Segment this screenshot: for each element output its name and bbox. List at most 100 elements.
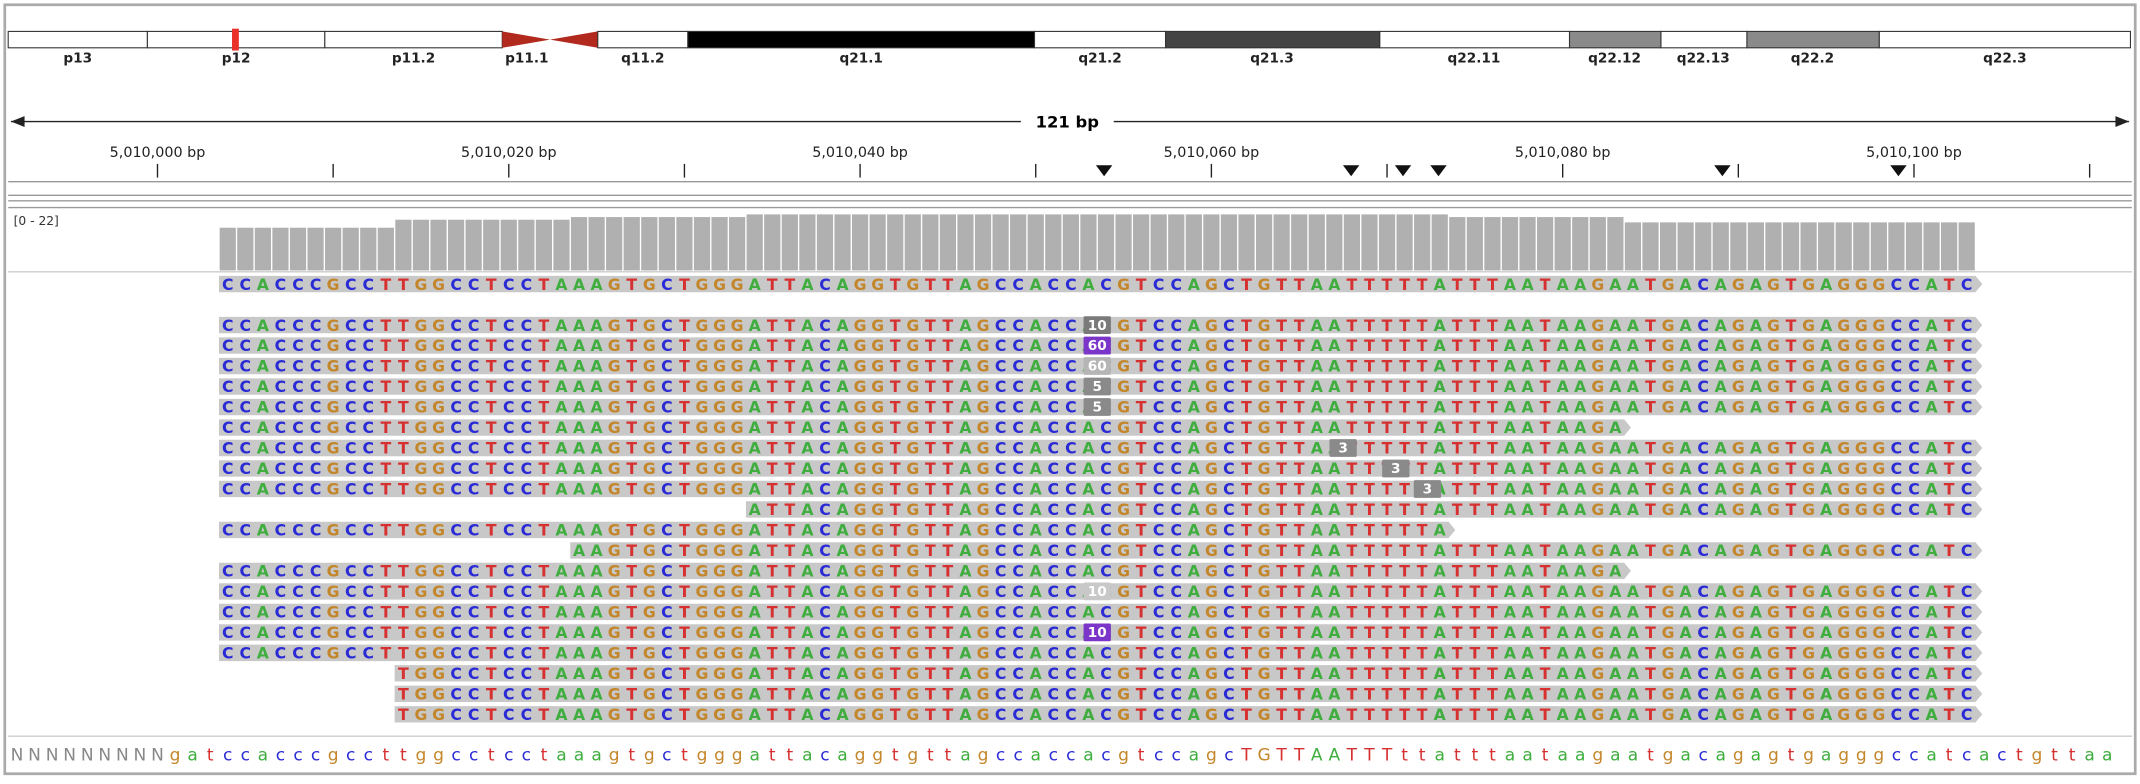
- insertion-box: [1083, 623, 1111, 642]
- coverage-bar: [729, 217, 746, 271]
- coverage-bar: [1414, 214, 1431, 271]
- coverage-bar: [1291, 214, 1308, 271]
- read: [570, 542, 1983, 559]
- read: [218, 562, 1631, 580]
- coverage-bar: [887, 214, 904, 271]
- coverage-bar: [1168, 214, 1185, 271]
- insertion-box: [1083, 316, 1111, 334]
- coverage-bar: [1870, 222, 1887, 271]
- coverage-bar: [1554, 217, 1571, 271]
- ruler-tick-label: 5,010,020 bp: [461, 145, 557, 161]
- insertion-label: 60: [1088, 359, 1107, 375]
- band-label: q22.13: [1677, 51, 1730, 67]
- coverage-bar: [1133, 214, 1150, 271]
- coverage-bar: [1835, 222, 1852, 271]
- coverage-bar: [1800, 222, 1817, 271]
- insertion-label: 60: [1088, 338, 1107, 354]
- coverage-bar: [764, 214, 781, 271]
- coverage-bar: [1466, 217, 1483, 271]
- ruler-tick-label: 5,010,100 bp: [1866, 145, 1962, 161]
- coverage-bar: [746, 214, 763, 271]
- coverage-bar: [447, 219, 465, 271]
- coverage-bar: [1097, 214, 1115, 271]
- read: [394, 665, 1983, 682]
- insertion-box: [1083, 357, 1111, 375]
- coverage-bar: [1730, 222, 1747, 271]
- read: [218, 460, 1983, 477]
- coverage-bar: [1589, 217, 1606, 271]
- band: [687, 30, 1036, 49]
- coverage-bar: [1765, 222, 1782, 271]
- coverage-bar: [711, 217, 728, 271]
- coverage-bar: [1607, 217, 1624, 271]
- coverage-bar: [588, 217, 605, 271]
- coverage-bar: [1905, 222, 1923, 271]
- coverage-bar: [834, 214, 851, 271]
- coverage-bar: [1220, 214, 1238, 271]
- coverage-bar: [1888, 222, 1905, 271]
- band-label: p11.2: [392, 51, 435, 67]
- band-label: q21.3: [1250, 51, 1293, 67]
- coverage-bar: [1624, 222, 1642, 271]
- coverage-bar: [325, 227, 342, 271]
- coverage-bar: [1150, 214, 1167, 271]
- coverage-bar: [1062, 214, 1079, 271]
- coverage-bar: [606, 217, 623, 271]
- coverage-bar: [641, 217, 658, 271]
- coverage-bar: [1659, 222, 1677, 271]
- span-label: 121 bp: [1036, 112, 1099, 131]
- band-label: q22.12: [1588, 51, 1641, 67]
- read: [218, 480, 1983, 498]
- insertion-box: [1083, 336, 1111, 355]
- band: [1660, 30, 1748, 49]
- coverage-bar: [377, 227, 394, 271]
- coverage-bar: [307, 227, 324, 271]
- coverage-bar: [992, 214, 1009, 271]
- band-label: q22.3: [1983, 51, 2026, 67]
- band: [1164, 30, 1381, 49]
- coverage-bar: [922, 214, 939, 271]
- band: [1878, 30, 2131, 49]
- coverage-bar: [1185, 214, 1202, 271]
- coverage-bar: [623, 217, 640, 271]
- insertion-box: [1083, 582, 1111, 601]
- coverage-bar: [1027, 214, 1044, 271]
- band-label: q22.2: [1791, 51, 1834, 67]
- coverage-bar: [1343, 214, 1361, 271]
- coverage-bar: [1203, 214, 1220, 271]
- current-region: [232, 28, 239, 51]
- coverage-bar: [219, 227, 236, 271]
- coverage-bar: [254, 227, 271, 271]
- read: [218, 439, 1983, 457]
- coverage-bar: [1642, 222, 1659, 271]
- band: [1568, 30, 1662, 49]
- ruler-tick-label: 5,010,060 bp: [1164, 145, 1260, 161]
- insertion-label: 5: [1092, 400, 1101, 416]
- band: [1033, 30, 1167, 49]
- centromere: [550, 31, 598, 48]
- coverage-bar: [412, 219, 430, 271]
- centromere: [502, 31, 551, 48]
- insertion-label: 10: [1088, 584, 1107, 600]
- coverage-bar: [553, 219, 570, 271]
- coverage-bar: [1818, 222, 1835, 271]
- coverage-bar: [974, 214, 992, 271]
- band-label: q11.2: [621, 51, 664, 67]
- coverage-bar: [1449, 217, 1466, 271]
- coverage-bar: [1782, 222, 1800, 271]
- coverage-bar: [1537, 217, 1554, 271]
- band-label: q21.2: [1078, 51, 1121, 67]
- coverage-bar: [816, 214, 834, 271]
- span-label-bg: [1020, 109, 1114, 134]
- band-label: q21.1: [839, 51, 882, 67]
- coverage-bar: [1712, 222, 1729, 271]
